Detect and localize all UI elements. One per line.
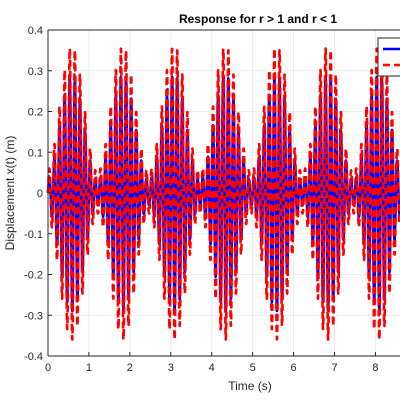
y-tick-label: 0.3 — [28, 66, 43, 78]
x-tick-label: 6 — [291, 362, 297, 374]
legend — [377, 37, 400, 77]
x-tick-label: 2 — [127, 362, 133, 374]
x-axis-label: Time (s) — [228, 379, 272, 393]
x-tick-label: 1 — [86, 362, 92, 374]
y-tick-label: 0 — [37, 188, 43, 200]
chart-title: Response for r > 1 and r < 1 — [179, 12, 337, 26]
y-tick-label: 0.1 — [28, 147, 43, 159]
y-tick-label: 0.2 — [28, 107, 43, 119]
x-tick-label: 8 — [372, 362, 378, 374]
x-tick-label: 4 — [209, 362, 215, 374]
y-tick-label: -0.2 — [24, 270, 43, 282]
y-tick-label: -0.4 — [24, 351, 43, 363]
series-layer — [46, 47, 400, 341]
x-tick-label: 0 — [45, 362, 51, 374]
series-line-2 — [46, 47, 400, 341]
legend-box — [377, 37, 400, 77]
y-tick-label: -0.3 — [24, 310, 43, 322]
x-tick-label: 3 — [168, 362, 174, 374]
axes: 0 1 2 3 4 5 6 7 8 -0.4 -0.3 -0.2 -0.1 0 0.1 0.2 0.3 0.4 — [24, 25, 400, 374]
y-tick-label: 0.4 — [28, 25, 43, 37]
y-axis-label: Displacement x(t) (m) — [3, 136, 17, 251]
x-tick-label: 7 — [331, 362, 337, 374]
y-tick-label: -0.1 — [24, 229, 43, 241]
x-tick-label: 5 — [250, 362, 256, 374]
